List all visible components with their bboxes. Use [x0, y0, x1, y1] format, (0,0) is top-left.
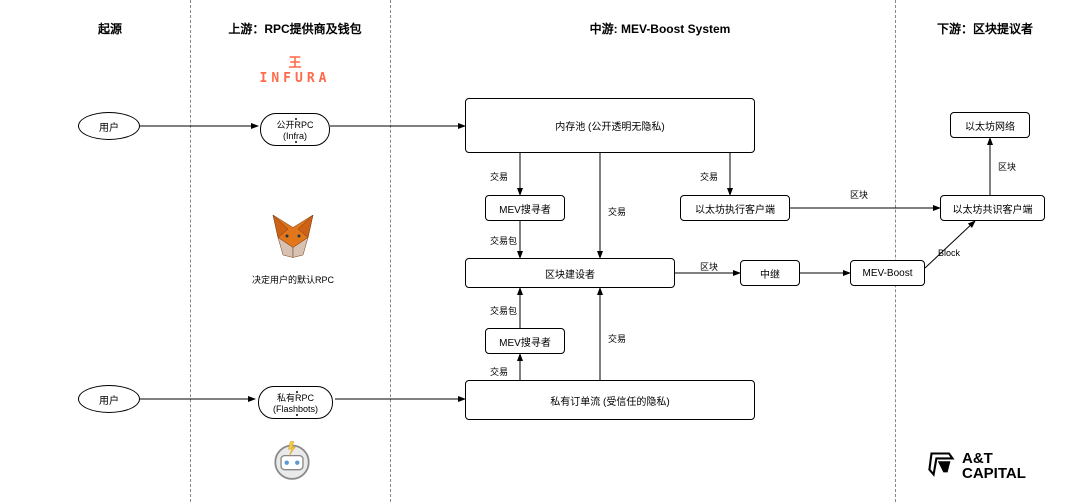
edge-label-8: 区块	[700, 260, 718, 273]
at-capital-icon	[928, 450, 956, 483]
node-eth-network: 以太坊网络	[950, 112, 1030, 138]
node-exec-client: 以太坊执行客户端	[680, 195, 790, 221]
edge-label-4: 交易	[490, 170, 508, 183]
edge-label-11: Block	[938, 248, 960, 258]
lane-title-upstream: 上游：RPC提供商及钱包	[220, 20, 370, 37]
infura-glyph: 王	[250, 52, 340, 71]
node-relay: 中继	[740, 260, 800, 286]
edge-label-6: 交易	[700, 170, 718, 183]
cloud1-l1: 公开RPC	[269, 118, 321, 131]
node-consensus: 以太坊共识客户端	[940, 195, 1045, 221]
mev1-label: MEV搜寻者	[499, 201, 551, 216]
mevboost-label: MEV-Boost	[862, 268, 912, 279]
cloud2-l2: (Flashbots)	[267, 404, 324, 414]
divider-1	[190, 0, 191, 502]
node-private-flow: 私有订单流 (受信任的隐私)	[465, 380, 755, 420]
node-mev-boost: MEV-Boost	[850, 260, 925, 286]
mempool-label: 内存池 (公开透明无隐私)	[555, 118, 664, 133]
node-mev-searcher-1: MEV搜寻者	[485, 195, 565, 221]
node-user-1-label: 用户	[99, 119, 119, 134]
ethnet-label: 以太坊网络	[965, 118, 1015, 133]
arrows-layer	[0, 0, 1080, 502]
edge-label-5: 交易	[608, 205, 626, 218]
exec-label: 以太坊执行客户端	[695, 201, 775, 216]
cloud-public-rpc: 公开RPC (Infra)	[260, 113, 330, 146]
edge-label-13: 交易包	[490, 304, 517, 317]
edge-label-7: 交易包	[490, 234, 517, 247]
edge-label-15: 交易	[608, 332, 626, 345]
consensus-label: 以太坊共识客户端	[953, 201, 1033, 216]
builder-label: 区块建设者	[545, 266, 595, 281]
metamask-caption: 决定用户的默认RPC	[248, 273, 338, 286]
edge-11	[925, 221, 975, 268]
node-user-2: 用户	[78, 385, 140, 413]
relay-label: 中继	[760, 266, 780, 281]
lane-title-downstream: 下游：区块提议者	[920, 20, 1050, 37]
node-mev-searcher-2: MEV搜寻者	[485, 328, 565, 354]
node-builder: 区块建设者	[465, 258, 675, 288]
infura-logo: 王 INFURA	[250, 52, 340, 86]
cloud2-l1: 私有RPC	[267, 391, 324, 404]
at-capital-line2: CAPITAL	[962, 467, 1026, 481]
mev2-label: MEV搜寻者	[499, 334, 551, 349]
edge-label-12: 区块	[998, 160, 1016, 173]
infura-text: INFURA	[250, 71, 340, 86]
private-label: 私有订单流 (受信任的隐私)	[550, 393, 669, 408]
divider-2	[390, 0, 391, 502]
lane-title-mid: 中游: MEV-Boost System	[560, 20, 760, 37]
edge-label-14: 交易	[490, 365, 508, 378]
divider-3	[895, 0, 896, 502]
at-capital-logo: A&T CAPITAL	[928, 450, 1026, 483]
node-user-1: 用户	[78, 112, 140, 140]
cloud-private-rpc: 私有RPC (Flashbots)	[258, 386, 333, 419]
node-mempool: 内存池 (公开透明无隐私)	[465, 98, 755, 153]
lane-title-origin: 起源	[80, 20, 140, 37]
edge-label-10: 区块	[850, 188, 868, 201]
cloud1-l2: (Infra)	[269, 131, 321, 141]
metamask-icon	[268, 210, 318, 260]
flashbots-icon	[270, 438, 314, 482]
node-user-2-label: 用户	[99, 392, 119, 407]
